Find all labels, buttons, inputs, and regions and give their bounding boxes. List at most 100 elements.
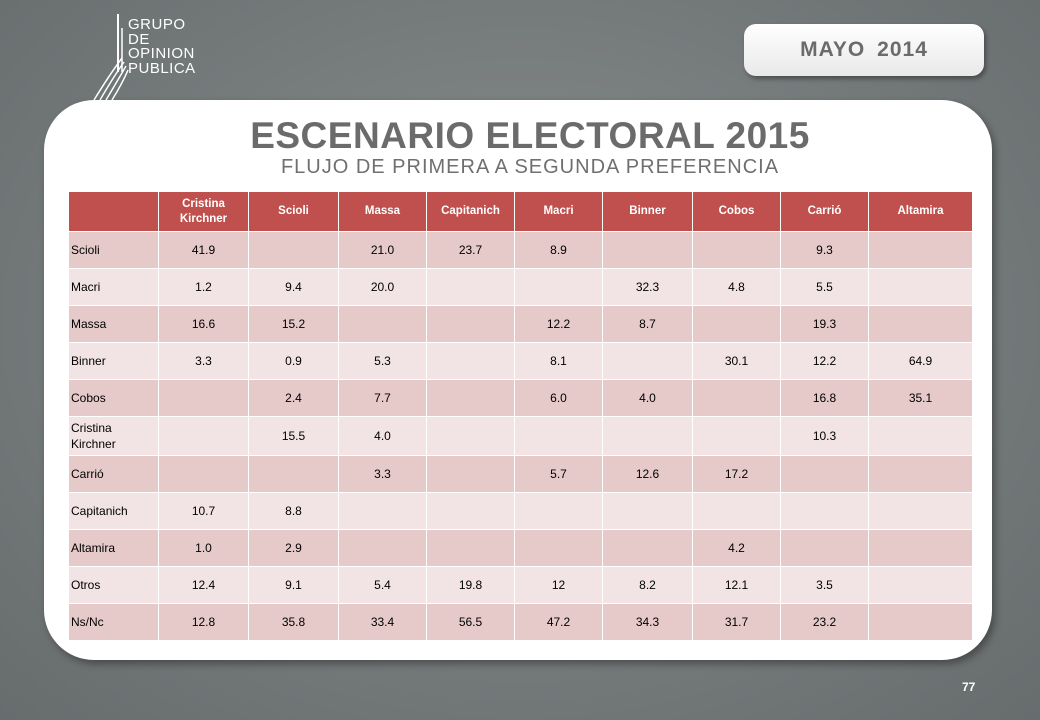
table-row: Cobos 2.4 7.7 6.0 4.0 16.8 35.1 — [68, 379, 973, 417]
table-cell: 15.5 — [248, 416, 339, 456]
table-cell — [158, 379, 249, 417]
table-cell — [868, 455, 973, 493]
table-cell — [868, 566, 973, 604]
table-cell: 33.4 — [338, 603, 427, 641]
table-cell: 16.6 — [158, 305, 249, 343]
table-row: Macri 1.2 9.4 20.0 32.3 4.8 5.5 — [68, 268, 973, 306]
row-label: Carrió — [68, 455, 159, 493]
table-cell: 21.0 — [338, 231, 427, 269]
table-cell — [602, 492, 693, 530]
table-cell: 17.2 — [692, 455, 781, 493]
date-badge: MAYO 2014 — [744, 24, 984, 76]
column-header: Carrió — [780, 191, 869, 232]
column-header: Binner — [602, 191, 693, 232]
table-cell: 5.7 — [514, 455, 603, 493]
table-cell — [692, 416, 781, 456]
table-cell — [158, 455, 249, 493]
table-cell: 64.9 — [868, 342, 973, 380]
table-cell: 2.4 — [248, 379, 339, 417]
table-cell: 4.8 — [692, 268, 781, 306]
table-cell — [248, 455, 339, 493]
table-cell — [868, 416, 973, 456]
table-cell: 8.7 — [602, 305, 693, 343]
column-header: Altamira — [868, 191, 973, 232]
table-cell: 10.7 — [158, 492, 249, 530]
table-cell: 6.0 — [514, 379, 603, 417]
page-title: ESCENARIO ELECTORAL 2015 — [250, 115, 810, 156]
table-cell — [692, 231, 781, 269]
column-header: Massa — [338, 191, 427, 232]
row-label: Cristina Kirchner — [68, 416, 159, 456]
table-row: Ns/Nc 12.8 35.8 33.4 56.5 47.2 34.3 31.7 23.2 — [68, 603, 973, 641]
logo-line-1: GRUPO — [128, 16, 186, 33]
row-label: Ns/Nc — [68, 603, 159, 641]
table-cell — [426, 416, 515, 456]
page-subtitle: FLUJO DE PRIMERA A SEGUNDA PREFERENCIA — [280, 156, 780, 178]
table-cell: 35.1 — [868, 379, 973, 417]
table-cell: 4.2 — [692, 529, 781, 567]
table-row: Binner 3.3 0.9 5.3 8.1 30.1 12.2 64.9 — [68, 342, 973, 380]
table-row: Altamira 1.0 2.9 4.2 — [68, 529, 973, 567]
column-header: Macri — [514, 191, 603, 232]
table-cell: 20.0 — [338, 268, 427, 306]
table-cell — [692, 379, 781, 417]
table-cell: 12.8 — [158, 603, 249, 641]
preference-flow-table: Cristina Kirchner Scioli Massa Capitanich Ma… — [68, 191, 973, 641]
row-label: Macri — [68, 268, 159, 306]
table-cell: 5.4 — [338, 566, 427, 604]
table-cell: 23.7 — [426, 231, 515, 269]
date-year: 2014 — [877, 38, 928, 61]
row-label: Scioli — [68, 231, 159, 269]
table-cell — [514, 416, 603, 456]
date-month: MAYO — [800, 38, 866, 61]
table-cell: 1.2 — [158, 268, 249, 306]
table-cell: 3.3 — [158, 342, 249, 380]
table-cell — [868, 529, 973, 567]
table-cell: 3.3 — [338, 455, 427, 493]
table-cell — [514, 492, 603, 530]
column-header: Cristina Kirchner — [158, 191, 249, 232]
table-cell — [868, 603, 973, 641]
table-cell: 8.8 — [248, 492, 339, 530]
logo-line-4: PUBLICA — [128, 59, 196, 77]
table-cell — [426, 268, 515, 306]
table-cell — [780, 529, 869, 567]
table-cell: 12.6 — [602, 455, 693, 493]
table-cell: 9.1 — [248, 566, 339, 604]
table-cell: 12.4 — [158, 566, 249, 604]
table-cell: 4.0 — [338, 416, 427, 456]
table-cell: 23.2 — [780, 603, 869, 641]
table-cell: 16.8 — [780, 379, 869, 417]
table-cell: 30.1 — [692, 342, 781, 380]
table-cell — [780, 455, 869, 493]
table-cell: 0.9 — [248, 342, 339, 380]
table-cell: 8.1 — [514, 342, 603, 380]
table-cell — [602, 529, 693, 567]
table-cell: 5.5 — [780, 268, 869, 306]
grupo-opinion-publica-logo — [93, 14, 129, 101]
table-cell — [338, 492, 427, 530]
column-header: Scioli — [248, 191, 339, 232]
table-cell — [692, 305, 781, 343]
table-cell: 31.7 — [692, 603, 781, 641]
column-header: Cobos — [692, 191, 781, 232]
table-cell — [868, 492, 973, 530]
table-cell — [514, 268, 603, 306]
table-row: Carrió 3.3 5.7 12.6 17.2 — [68, 455, 973, 493]
table-cell — [868, 305, 973, 343]
table-cell: 9.3 — [780, 231, 869, 269]
table-cell: 32.3 — [602, 268, 693, 306]
table-cell — [692, 492, 781, 530]
table-cell — [868, 231, 973, 269]
table-cell — [426, 342, 515, 380]
table-cell: 56.5 — [426, 603, 515, 641]
row-label: Otros — [68, 566, 159, 604]
table-cell — [602, 416, 693, 456]
column-header: Capitanich — [426, 191, 515, 232]
row-label: Massa — [68, 305, 159, 343]
table-cell — [338, 305, 427, 343]
table-cell — [426, 529, 515, 567]
table-cell: 35.8 — [248, 603, 339, 641]
table-cell — [602, 342, 693, 380]
table-row: Massa 16.6 15.2 12.2 8.7 19.3 — [68, 305, 973, 343]
